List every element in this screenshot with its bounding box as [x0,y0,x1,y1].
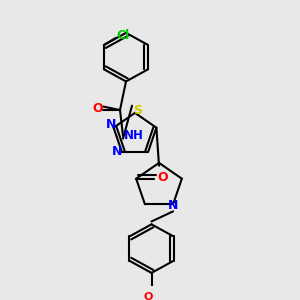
Text: O: O [158,171,169,184]
Text: NH: NH [124,129,143,142]
Text: Cl: Cl [117,28,130,41]
Text: N: N [112,145,122,158]
Text: O: O [144,292,153,300]
Text: N: N [105,118,116,131]
Text: O: O [92,102,103,115]
Text: N: N [168,199,178,212]
Text: S: S [134,103,142,116]
